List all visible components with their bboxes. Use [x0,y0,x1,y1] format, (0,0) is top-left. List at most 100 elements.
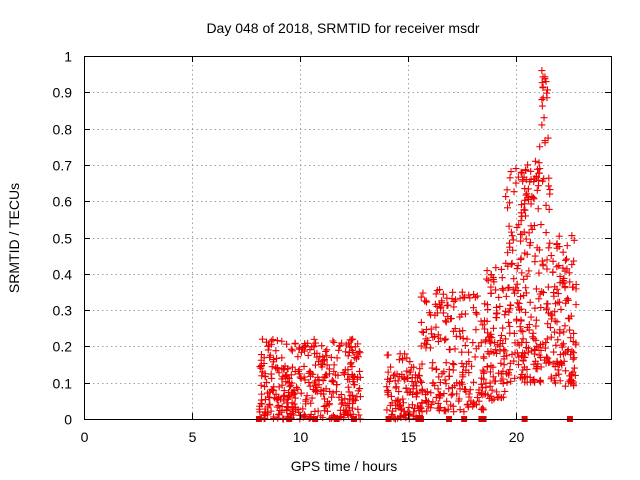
data-point [564,346,572,354]
data-point [486,337,494,345]
data-point [535,351,543,359]
data-point [517,237,525,245]
data-point [511,374,519,382]
y-tick-labels: 0 0.1 0.2 0.3 0.4 0.5 0.6 0.7 0.8 0.9 1 [53,49,73,428]
data-point [551,328,559,336]
data-point [470,378,478,386]
data-point [418,360,426,368]
data-point [438,299,446,307]
data-point [537,304,545,312]
data-point [497,265,505,273]
y-tick-label: 1 [64,49,72,65]
data-point [519,335,527,343]
data-point [288,347,296,355]
data-point [559,248,567,256]
data-point [434,331,442,339]
data-point [548,312,556,320]
data-point [484,277,492,285]
data-point [522,212,530,220]
data-point [282,372,290,380]
data-point [521,373,529,381]
data-point [513,280,521,288]
data-point [309,370,317,378]
data-point [520,275,528,283]
data-point [499,367,507,375]
data-point [570,382,578,390]
data-point [407,368,415,376]
data-point [499,339,507,347]
data-point [433,309,441,317]
data-point [544,300,552,308]
data-point [563,255,571,263]
data-point [570,364,578,372]
data-point [272,364,280,372]
data-point [507,168,515,176]
data-point [460,408,468,416]
data-point [275,369,283,377]
data-point [313,383,321,391]
data-point [524,161,532,169]
data-point [523,190,531,198]
data-point [273,337,281,345]
data-point [543,86,551,94]
data-point [418,408,426,416]
data-point [556,377,564,385]
data-point [436,394,444,402]
data-point [265,342,273,350]
data-point [569,283,577,291]
data-point [570,236,578,244]
data-point [259,368,267,376]
data-point [532,336,540,344]
data-point [543,353,551,361]
data-point [504,249,512,257]
data-point [383,388,391,396]
data-point [449,327,457,335]
data-point [565,269,573,277]
data-point [544,320,552,328]
data-point [443,294,451,302]
data-point [323,352,331,360]
data-point [533,173,541,181]
data-point [542,359,550,367]
data-point [399,395,407,403]
data-point [543,335,551,343]
data-point [284,365,292,373]
data-point [572,285,580,293]
data-point [490,324,498,332]
x-tick-label: 0 [81,429,89,445]
data-point [266,401,274,409]
data-point [349,378,357,386]
data-point [260,360,268,368]
data-point [444,301,452,309]
data-point [507,260,515,268]
data-point [472,309,480,317]
x-tick-label: 10 [293,429,309,445]
data-point [499,393,507,401]
data-point [266,388,274,396]
data-point [468,362,476,370]
data-point [328,393,336,401]
data-point [330,361,338,369]
data-point [551,379,559,387]
data-point [487,392,495,400]
plot-frame [84,56,612,420]
data-point [402,384,410,392]
data-point [275,410,283,418]
data-point [551,308,559,316]
data-point [354,405,362,413]
data-point [257,381,265,389]
data-point [532,316,540,324]
data-point [499,324,507,332]
data-point [297,389,305,397]
data-point [535,246,543,254]
data-point [465,358,473,366]
data-point [530,195,538,203]
data-point [499,380,507,388]
data-point [311,377,319,385]
data-point [300,373,308,381]
data-points [255,67,580,423]
data-point [383,383,391,391]
data-point [554,298,562,306]
data-point [480,368,488,376]
data-point [307,410,315,418]
